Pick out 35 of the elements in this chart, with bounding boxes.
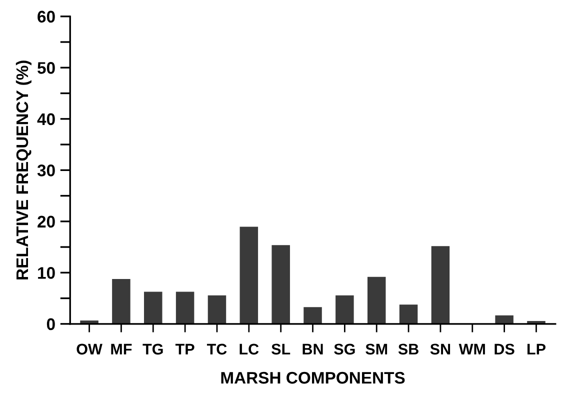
x-tick-label: MF: [111, 344, 132, 354]
x-tick-label: LP: [527, 344, 546, 354]
x-tick-label: LC: [240, 344, 259, 355]
x-axis-title: MARSH COMPONENTS: [221, 372, 405, 384]
x-tick-label: SM: [366, 344, 388, 355]
y-tick-label: 0: [46, 318, 55, 330]
x-tick-label: SG: [334, 344, 355, 355]
x-tick-label: TG: [142, 344, 163, 355]
x-tick-label: WM: [458, 344, 485, 354]
bar: [399, 304, 418, 324]
y-tick-label: 40: [37, 113, 55, 126]
bar: [144, 292, 162, 324]
x-tick-label: TP: [175, 344, 194, 354]
y-tick-label: 50: [38, 62, 55, 74]
x-tick-label: TC: [206, 344, 227, 355]
bar: [367, 276, 386, 324]
bar: [431, 246, 450, 324]
bar: [240, 226, 258, 324]
bar: [208, 295, 226, 324]
y-tick-label: 60: [38, 10, 55, 23]
x-tick-label: SB: [398, 344, 418, 355]
x-tick-label: BN: [302, 344, 323, 354]
x-tick-label: SL: [272, 344, 290, 355]
y-tick-label: 30: [37, 164, 55, 176]
y-tick-label: 10: [38, 267, 55, 279]
bar: [336, 295, 354, 324]
y-tick-label: 20: [38, 216, 55, 228]
x-tick-label: SN: [430, 344, 450, 355]
bar: [176, 292, 194, 324]
bar: [304, 307, 322, 324]
x-tick-label: OW: [76, 344, 102, 355]
x-tick-label: DS: [494, 344, 514, 355]
bar: [272, 245, 290, 324]
y-axis-title: RELATIVE FREQUENCY (%): [16, 60, 32, 280]
bar: [112, 278, 130, 324]
